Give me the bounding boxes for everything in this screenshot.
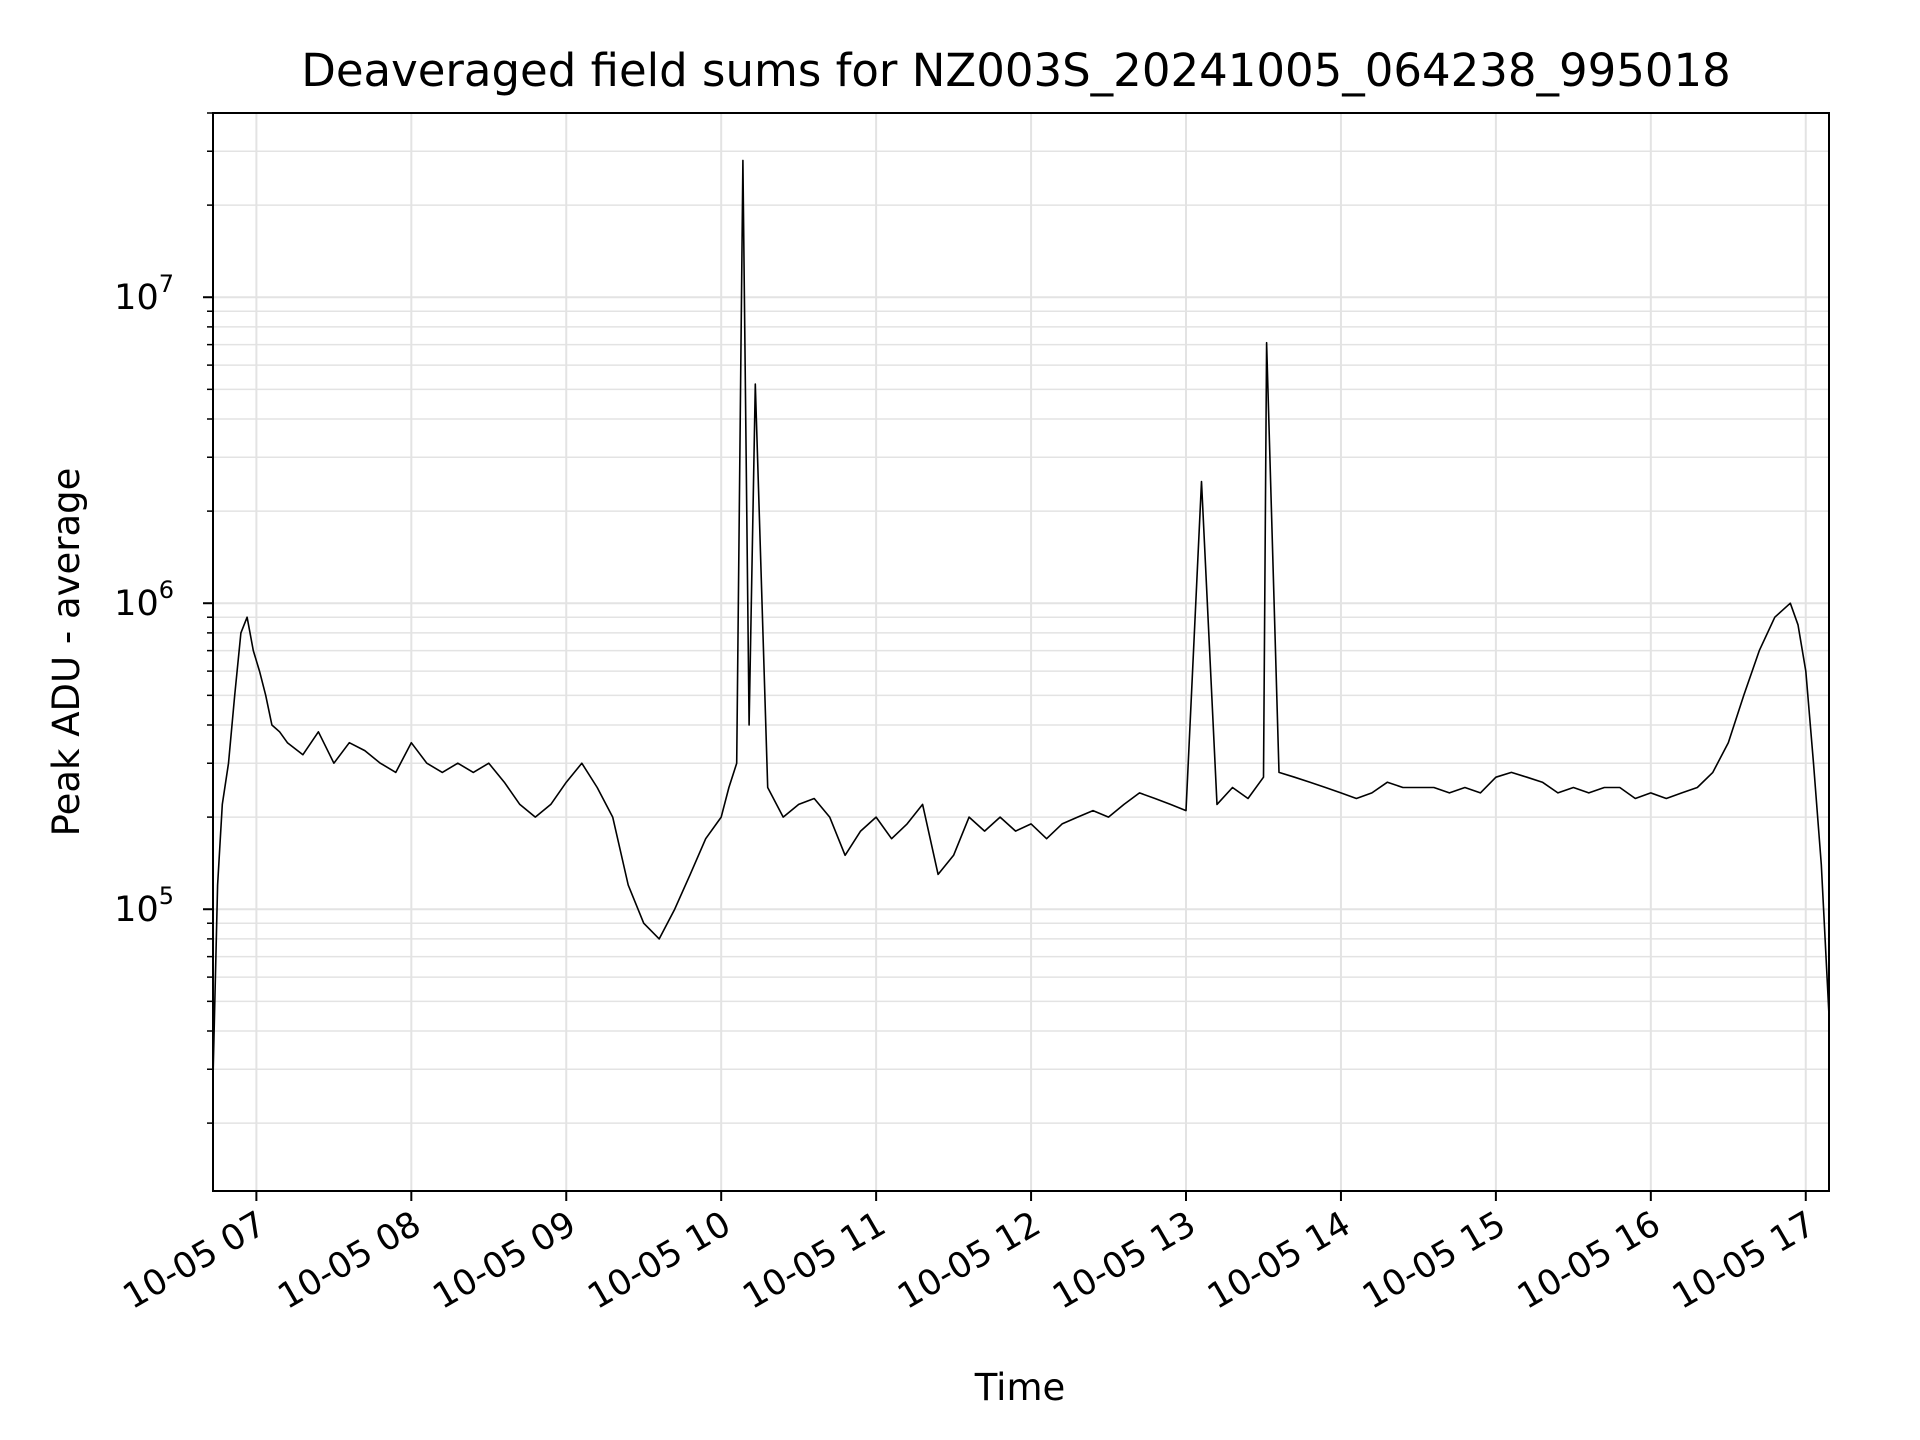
y-tick-label: 107 xyxy=(114,270,174,318)
x-axis-label: Time xyxy=(974,1366,1066,1409)
series-layer xyxy=(212,159,1830,1079)
plot-frame xyxy=(212,112,1830,1192)
grid xyxy=(213,112,1829,1191)
series-line xyxy=(212,159,1830,1079)
y-axis-label: Peak ADU - average xyxy=(45,468,88,837)
chart-title: Deaveraged field sums for NZ003S_2024100… xyxy=(301,44,1731,97)
y-tick-label: 106 xyxy=(114,576,174,624)
y-tick-label: 105 xyxy=(114,882,174,930)
y-axis-ticks: 105 106 107 xyxy=(114,112,213,1124)
